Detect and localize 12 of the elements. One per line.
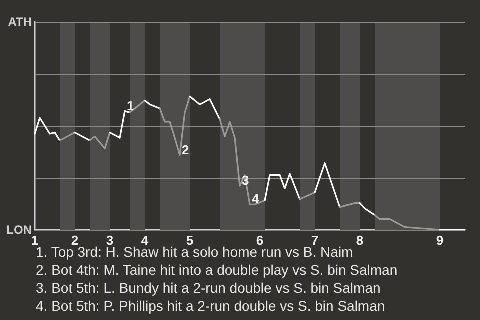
text: ATH — [8, 15, 32, 29]
annotation: 2 — [182, 142, 190, 158]
annotation: 3 — [242, 173, 250, 188]
text: 2. Bot 4th: M. Taine hit into a double play vs S. bin Salman — [36, 262, 398, 278]
x-tick-label: 1 — [31, 233, 39, 248]
text: 3. Bot 5th: L. Bundy hit a 2-run double vs S. bin Salman — [36, 280, 381, 296]
annotation: 1 — [127, 98, 134, 114]
text: LON — [6, 223, 32, 237]
text: 4. Bot 5th: P. Phillips hit a 2-run double vs S. bin Salman — [36, 298, 386, 314]
x-tick-label: 8 — [356, 233, 364, 248]
annotation: 4 — [252, 192, 260, 207]
x-tick-label: 9 — [436, 233, 444, 248]
